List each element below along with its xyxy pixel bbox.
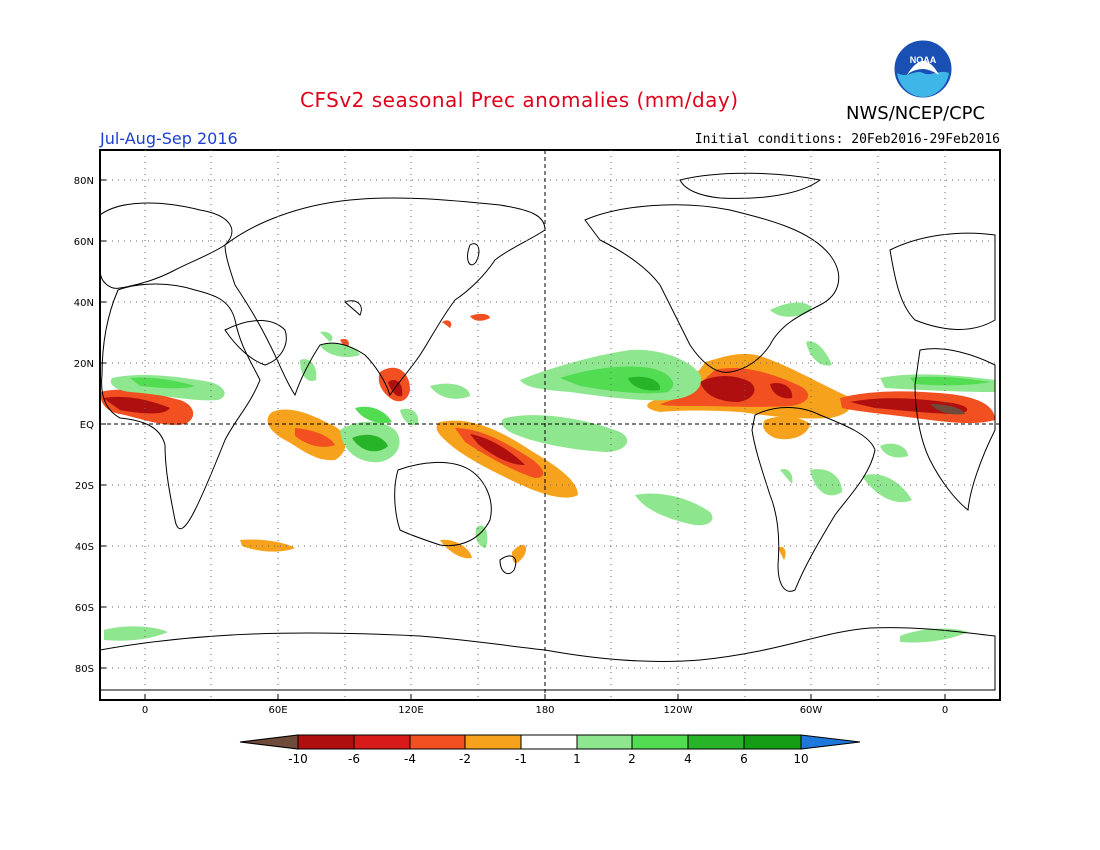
colorbar-label: -10: [288, 752, 308, 766]
colorbar-bin: [576, 734, 633, 750]
initial-conditions: Initial conditions: 20Feb2016-29Feb2016: [694, 132, 1000, 147]
colorbar-bin: [631, 734, 689, 750]
lat-label: 60S: [75, 603, 94, 614]
lat-labels: 80N 60N 40N 20N EQ 20S 40S 60S 80S: [74, 176, 94, 675]
colorbar-low-arrow: [239, 734, 299, 750]
colorbar-label: 6: [740, 752, 748, 766]
anomaly-fields: [100, 302, 995, 643]
colorbar-label: 1: [573, 752, 581, 766]
colorbar-label: -6: [348, 752, 360, 766]
colorbar-bin: [687, 734, 745, 750]
lon-label: 120E: [398, 705, 423, 716]
colorbar-bin: [409, 734, 466, 750]
colorbar-label: 10: [793, 752, 809, 766]
forecast-period: Jul-Aug-Sep 2016: [100, 129, 238, 148]
colorbar: [239, 734, 861, 750]
lon-labels: 0 60E 120E 180 120W 60W 0: [142, 705, 948, 716]
lat-label: EQ: [80, 420, 94, 431]
lon-label: 60W: [800, 705, 823, 716]
noaa-logo-text: NOAA: [910, 55, 937, 65]
frame-ticks: [100, 179, 946, 700]
map-title: CFSv2 seasonal Prec anomalies (mm/day): [300, 88, 739, 112]
colorbar-high-arrow: [800, 734, 861, 750]
map-frame: [99, 149, 1001, 701]
lat-label: 40N: [74, 298, 94, 309]
lon-label: 60E: [268, 705, 287, 716]
colorbar-bin: [464, 734, 522, 750]
colorbar-label: 4: [684, 752, 692, 766]
coastlines: [99, 172, 996, 691]
lat-label: 20N: [74, 359, 94, 370]
lon-label: 180: [535, 705, 554, 716]
noaa-logo-icon: NOAA: [893, 39, 953, 99]
colorbar-label: -4: [404, 752, 416, 766]
lon-label: 0: [942, 705, 948, 716]
colorbar-bin: [743, 734, 802, 750]
organization-label: NWS/NCEP/CPC: [846, 103, 986, 124]
lon-label: 120W: [664, 705, 693, 716]
lat-label: 40S: [75, 542, 94, 553]
lat-label: 60N: [74, 237, 94, 248]
colorbar-label: 2: [628, 752, 636, 766]
lat-label: 80N: [74, 176, 94, 187]
colorbar-label: -1: [515, 752, 527, 766]
lat-label: 20S: [75, 481, 94, 492]
lon-label: 0: [142, 705, 148, 716]
colorbar-bin: [297, 734, 355, 750]
gridlines: [100, 150, 1000, 700]
colorbar-bin: [520, 734, 578, 750]
lat-label: 80S: [75, 664, 94, 675]
colorbar-bin: [353, 734, 411, 750]
colorbar-label: -2: [459, 752, 471, 766]
